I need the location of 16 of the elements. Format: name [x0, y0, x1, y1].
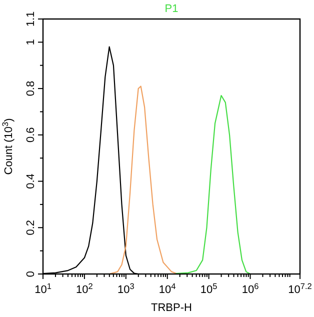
y-tick-label: 0.8 — [25, 80, 37, 96]
x-tick-label: 10$^{3}$ — [117, 282, 135, 296]
x-tick-label: 10$^{7.2}$ — [288, 282, 312, 296]
chart-title: P1 — [164, 3, 178, 15]
x-axis-title: TRBP-H — [151, 302, 192, 314]
x-tick-label: 10$^{4}$ — [158, 282, 176, 296]
y-tick-label: 0.2 — [25, 220, 37, 236]
y-tick-label: 0.6 — [25, 127, 37, 143]
y-tick-label: 0 — [25, 270, 37, 278]
x-tick-label: 10$^{5}$ — [200, 282, 218, 296]
x-tick-label: 10$^{6}$ — [242, 282, 260, 296]
y-tick-label: 1.1 — [25, 11, 37, 27]
x-tick-label: 10$^{1}$ — [34, 282, 52, 296]
y-tick-label: 0.4 — [25, 174, 37, 189]
x-tick-label: 10$^{2}$ — [76, 282, 94, 296]
y-tick-label: 1 — [25, 39, 37, 46]
